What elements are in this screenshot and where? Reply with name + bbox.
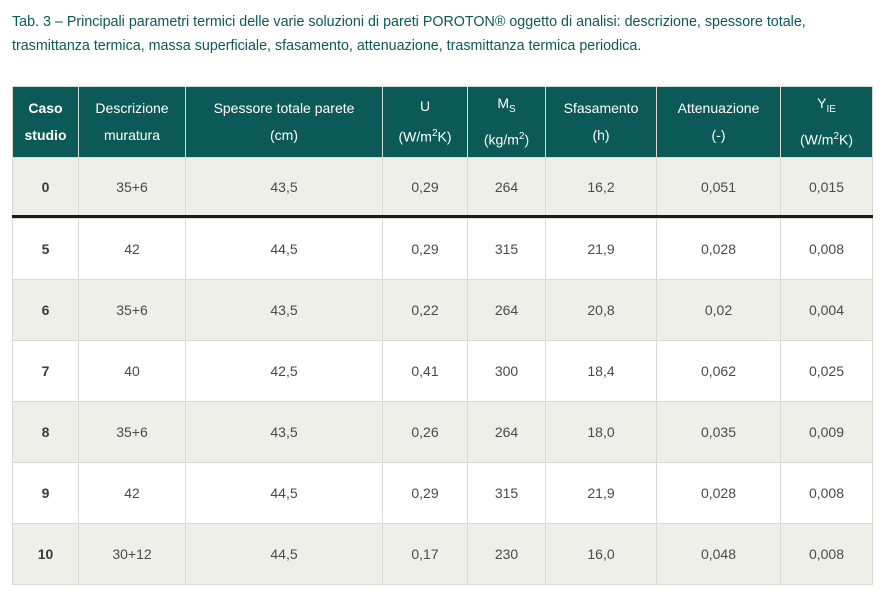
cell-ms: 264	[467, 279, 546, 341]
cell-attenuation: 0,028	[656, 218, 781, 280]
table-row: 10 30+12 44,5 0,17 230 16,0 0,048 0,008	[12, 523, 873, 585]
cell-u: 0,22	[382, 279, 468, 341]
cell-description: 42	[78, 462, 186, 524]
cell-attenuation: 0,048	[656, 523, 781, 585]
cell-u: 0,17	[382, 523, 468, 585]
cell-thickness: 43,5	[185, 157, 383, 217]
cell-description: 35+6	[78, 157, 186, 217]
cell-yie: 0,008	[780, 218, 873, 280]
cell-ms: 264	[467, 401, 546, 463]
cell-phase-shift: 18,0	[545, 401, 657, 463]
cell-yie: 0,015	[780, 157, 873, 217]
cell-phase-shift: 20,8	[545, 279, 657, 341]
cell-thickness: 44,5	[185, 523, 383, 585]
cell-u: 0,29	[382, 218, 468, 280]
cell-case: 6	[12, 279, 79, 341]
table-row: 6 35+6 43,5 0,22 264 20,8 0,02 0,004	[12, 279, 873, 341]
header-attenuation: Attenuazione (-)	[656, 86, 781, 158]
cell-case: 9	[12, 462, 79, 524]
caption-line-2: trasmittanza termica, massa superficiale…	[12, 38, 642, 54]
header-ms: MS (kg/m2)	[467, 86, 546, 158]
cell-u: 0,41	[382, 340, 468, 402]
cell-ms: 264	[467, 157, 546, 217]
cell-thickness: 44,5	[185, 462, 383, 524]
cell-thickness: 42,5	[185, 340, 383, 402]
header-description: Descrizione muratura	[78, 86, 186, 158]
cell-phase-shift: 16,0	[545, 523, 657, 585]
header-thickness: Spessore totale parete (cm)	[185, 86, 383, 158]
cell-u: 0,29	[382, 462, 468, 524]
cell-yie: 0,025	[780, 340, 873, 402]
cell-case: 10	[12, 523, 79, 585]
cell-case: 8	[12, 401, 79, 463]
cell-yie: 0,008	[780, 523, 873, 585]
cell-ms: 300	[467, 340, 546, 402]
cell-attenuation: 0,051	[656, 157, 781, 217]
cell-ms: 230	[467, 523, 546, 585]
cell-attenuation: 0,035	[656, 401, 781, 463]
cell-case: 7	[12, 340, 79, 402]
header-row: Caso studio Descrizione muratura Spessore …	[12, 86, 873, 158]
cell-attenuation: 0,028	[656, 462, 781, 524]
cell-attenuation: 0,02	[656, 279, 781, 341]
table-row: 0 35+6 43,5 0,29 264 16,2 0,051 0,015	[12, 157, 873, 217]
cell-thickness: 43,5	[185, 401, 383, 463]
table-row: 9 42 44,5 0,29 315 21,9 0,028 0,008	[12, 462, 873, 524]
table-row: 5 42 44,5 0,29 315 21,9 0,028 0,008	[12, 218, 873, 280]
header-phase-shift: Sfasamento (h)	[545, 86, 657, 158]
cell-description: 40	[78, 340, 186, 402]
cell-description: 42	[78, 218, 186, 280]
header-case: Caso studio	[12, 86, 79, 158]
cell-u: 0,29	[382, 157, 468, 217]
cell-case: 5	[12, 218, 79, 280]
thermal-parameters-table: Caso studio Descrizione muratura Spessore …	[12, 86, 873, 585]
cell-yie: 0,009	[780, 401, 873, 463]
cell-yie: 0,008	[780, 462, 873, 524]
cell-phase-shift: 16,2	[545, 157, 657, 217]
cell-ms: 315	[467, 462, 546, 524]
cell-u: 0,26	[382, 401, 468, 463]
cell-description: 35+6	[78, 401, 186, 463]
cell-description: 35+6	[78, 279, 186, 341]
cell-phase-shift: 18,4	[545, 340, 657, 402]
header-yie: YIE (W/m2K)	[780, 86, 873, 158]
cell-thickness: 43,5	[185, 279, 383, 341]
cell-yie: 0,004	[780, 279, 873, 341]
cell-description: 30+12	[78, 523, 186, 585]
header-u: U (W/m2K)	[382, 86, 468, 158]
cell-phase-shift: 21,9	[545, 462, 657, 524]
cell-case: 0	[12, 157, 79, 217]
cell-thickness: 44,5	[185, 218, 383, 280]
cell-ms: 315	[467, 218, 546, 280]
caption-line-1: Tab. 3 – Principali parametri termici de…	[12, 14, 806, 30]
cell-phase-shift: 21,9	[545, 218, 657, 280]
cell-attenuation: 0,062	[656, 340, 781, 402]
table-row: 8 35+6 43,5 0,26 264 18,0 0,035 0,009	[12, 401, 873, 463]
table-row: 7 40 42,5 0,41 300 18,4 0,062 0,025	[12, 340, 873, 402]
table-caption: Tab. 3 – Principali parametri termici de…	[12, 10, 876, 58]
